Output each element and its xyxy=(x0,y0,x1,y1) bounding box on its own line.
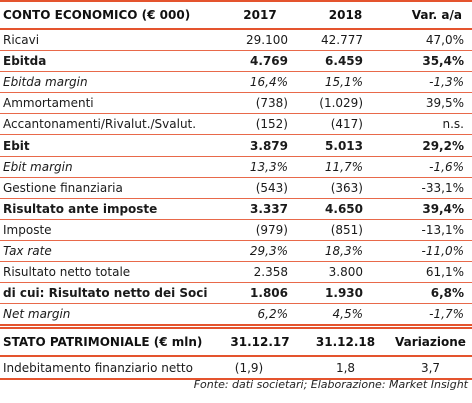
row-value-var: 35,4% xyxy=(389,50,472,73)
row-value-2018: 1.930 xyxy=(302,282,389,305)
row-value-2018: (363) xyxy=(302,177,389,199)
row-value-2018: 18,3% xyxy=(302,240,389,263)
row-value-2017: 13,3% xyxy=(218,156,302,178)
row-value-var: -33,1% xyxy=(389,177,472,199)
row-value-2017: 1.806 xyxy=(218,282,302,305)
row-ebitda: Ebitda 4.769 6.459 35,4% xyxy=(0,50,472,73)
row-value-2017: 3.879 xyxy=(218,134,302,157)
row-value-2018: 11,7% xyxy=(302,156,389,178)
row-label: Imposte xyxy=(0,219,218,241)
row-tax-rate: Tax rate 29,3% 18,3% -11,0% xyxy=(0,240,472,263)
row-value-2018: (417) xyxy=(302,113,389,136)
row-value-var: 6,8% xyxy=(389,282,472,305)
row-value-2018: 3.800 xyxy=(302,261,389,284)
row-label: Ebitda margin xyxy=(0,71,218,94)
row-value-2018: 4,5% xyxy=(302,303,389,327)
row-value-2017: 29,3% xyxy=(218,240,302,263)
row-value-2017: (543) xyxy=(218,177,302,199)
balance-header-label: STATO PATRIMONIALE (€ mln) xyxy=(0,327,218,357)
row-value-var: n.s. xyxy=(389,113,472,136)
row-value-var: -13,1% xyxy=(389,219,472,241)
row-indebitamento: Indebitamento finanziario netto (1,9) 1,… xyxy=(0,356,472,380)
row-value-2017: 29.100 xyxy=(218,29,302,52)
balance-header-row: STATO PATRIMONIALE (€ mln) 31.12.17 31.1… xyxy=(0,327,472,357)
balance-header-date-2: 31.12.18 xyxy=(302,327,389,357)
row-value-2017: 16,4% xyxy=(218,71,302,94)
row-risultato-ante-imposte: Risultato ante imposte 3.337 4.650 39,4% xyxy=(0,198,472,220)
balance-header-date-1: 31.12.17 xyxy=(218,327,302,357)
row-ricavi: Ricavi 29.100 42.777 47,0% xyxy=(0,29,472,52)
row-imposte: Imposte (979) (851) -13,1% xyxy=(0,219,472,241)
row-value-2018: 6.459 xyxy=(302,50,389,73)
row-value-2018: (1.029) xyxy=(302,92,389,115)
row-value-date-1: (1,9) xyxy=(218,356,302,380)
row-value-2017: 3.337 xyxy=(218,198,302,220)
row-label: Ebitda xyxy=(0,50,218,73)
income-header-2017: 2017 xyxy=(218,0,302,30)
income-header-label: CONTO ECONOMICO (€ 000) xyxy=(0,0,218,30)
row-value-2017: (738) xyxy=(218,92,302,115)
income-header-row: CONTO ECONOMICO (€ 000) 2017 2018 Var. a… xyxy=(0,0,472,30)
row-value-2017: 6,2% xyxy=(218,303,302,327)
row-label: Ricavi xyxy=(0,29,218,52)
row-value-var: 3,7 xyxy=(389,356,472,380)
source-note: Fonte: dati societari; Elaborazione: Mar… xyxy=(193,378,468,391)
row-value-date-2: 1,8 xyxy=(302,356,389,380)
row-label: Risultato ante imposte xyxy=(0,198,218,220)
row-label: Gestione finanziaria xyxy=(0,177,218,199)
row-value-2018: 4.650 xyxy=(302,198,389,220)
row-net-margin: Net margin 6,2% 4,5% -1,7% xyxy=(0,303,472,327)
income-header-2018: 2018 xyxy=(302,0,389,30)
row-accantonamenti: Accantonamenti/Rivalut./Svalut. (152) (4… xyxy=(0,113,472,136)
row-label: Ammortamenti xyxy=(0,92,218,115)
row-label: di cui: Risultato netto dei Soci xyxy=(0,282,218,305)
row-value-2017: (152) xyxy=(218,113,302,136)
row-value-var: 61,1% xyxy=(389,261,472,284)
row-risultato-netto-totale: Risultato netto totale 2.358 3.800 61,1% xyxy=(0,261,472,284)
row-label: Accantonamenti/Rivalut./Svalut. xyxy=(0,113,218,136)
row-value-2017: (979) xyxy=(218,219,302,241)
row-label: Net margin xyxy=(0,303,218,327)
row-value-2018: 42.777 xyxy=(302,29,389,52)
row-label: Ebit xyxy=(0,134,218,157)
row-value-var: 29,2% xyxy=(389,134,472,157)
balance-sheet-table: STATO PATRIMONIALE (€ mln) 31.12.17 31.1… xyxy=(0,327,472,380)
row-label: Ebit margin xyxy=(0,156,218,178)
row-value-var: -1,7% xyxy=(389,303,472,327)
row-label: Indebitamento finanziario netto xyxy=(0,356,218,380)
row-value-var: 47,0% xyxy=(389,29,472,52)
row-value-2017: 2.358 xyxy=(218,261,302,284)
row-ebit-margin: Ebit margin 13,3% 11,7% -1,6% xyxy=(0,156,472,178)
income-statement-table: CONTO ECONOMICO (€ 000) 2017 2018 Var. a… xyxy=(0,0,472,327)
row-label: Risultato netto totale xyxy=(0,261,218,284)
row-value-var: -11,0% xyxy=(389,240,472,263)
row-label: Tax rate xyxy=(0,240,218,263)
row-ammortamenti: Ammortamenti (738) (1.029) 39,5% xyxy=(0,92,472,115)
row-ebitda-margin: Ebitda margin 16,4% 15,1% -1,3% xyxy=(0,71,472,94)
row-value-2018: (851) xyxy=(302,219,389,241)
row-ebit: Ebit 3.879 5.013 29,2% xyxy=(0,134,472,157)
row-value-2018: 15,1% xyxy=(302,71,389,94)
row-value-2018: 5.013 xyxy=(302,134,389,157)
row-value-var: 39,5% xyxy=(389,92,472,115)
row-value-var: -1,3% xyxy=(389,71,472,94)
row-value-var: 39,4% xyxy=(389,198,472,220)
row-gestione-finanziaria: Gestione finanziaria (543) (363) -33,1% xyxy=(0,177,472,199)
row-value-2017: 4.769 xyxy=(218,50,302,73)
row-risultato-netto-soci: di cui: Risultato netto dei Soci 1.806 1… xyxy=(0,282,472,305)
income-header-var: Var. a/a xyxy=(389,0,472,30)
row-value-var: -1,6% xyxy=(389,156,472,178)
balance-header-var: Variazione xyxy=(389,327,472,357)
